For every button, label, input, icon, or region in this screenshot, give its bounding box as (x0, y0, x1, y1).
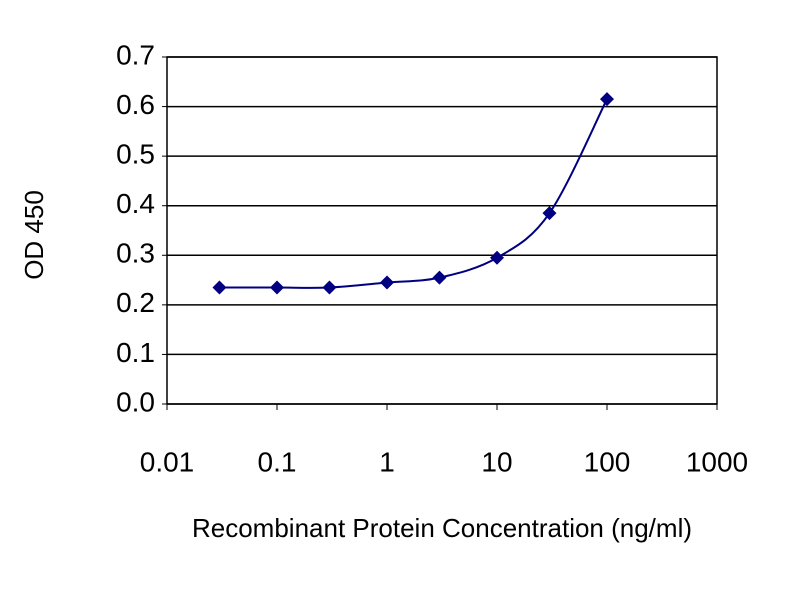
y-tick-label: 0.3 (116, 238, 155, 269)
y-tick-label: 0.7 (116, 39, 155, 70)
y-tick-label: 0.2 (116, 287, 155, 318)
plot-border (166, 56, 718, 405)
x-tick-label: 0.01 (140, 446, 195, 477)
x-tick-label: 100 (584, 446, 631, 477)
y-axis-label: OD 450 (19, 190, 49, 280)
y-tick-label: 0.0 (116, 386, 155, 417)
x-tick-label: 1 (379, 446, 395, 477)
data-point (212, 280, 227, 295)
data-point (380, 275, 394, 290)
y-tick-label: 0.6 (116, 89, 155, 120)
data-point (270, 280, 284, 295)
y-tick-label: 0.1 (116, 337, 155, 368)
x-tick-label: 0.1 (258, 446, 297, 477)
x-axis-label: Recombinant Protein Concentration (ng/ml… (192, 513, 692, 543)
y-tick-label: 0.4 (116, 188, 155, 219)
data-point (432, 270, 447, 285)
y-tick-label: 0.5 (116, 139, 155, 170)
x-tick-label: 1000 (686, 446, 748, 477)
x-tick-label: 10 (481, 446, 512, 477)
data-point (542, 206, 557, 221)
data-point (490, 250, 504, 265)
plot-area (167, 57, 717, 404)
data-point (322, 280, 337, 295)
data-point (600, 92, 614, 107)
